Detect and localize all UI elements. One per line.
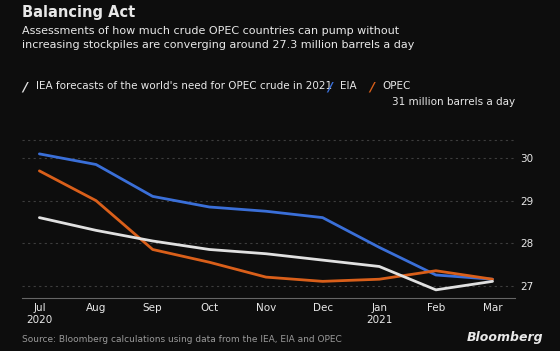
Text: Assessments of how much crude OPEC countries can pump without: Assessments of how much crude OPEC count… xyxy=(22,26,399,36)
Text: Bloomberg: Bloomberg xyxy=(466,331,543,344)
Text: Balancing Act: Balancing Act xyxy=(22,5,136,20)
Text: 31 million barrels a day: 31 million barrels a day xyxy=(392,97,515,106)
Text: /: / xyxy=(328,81,333,94)
Text: /: / xyxy=(22,81,27,94)
Text: Source: Bloomberg calculations using data from the IEA, EIA and OPEC: Source: Bloomberg calculations using dat… xyxy=(22,335,342,344)
Text: /: / xyxy=(370,81,375,94)
Text: OPEC: OPEC xyxy=(382,81,411,91)
Text: increasing stockpiles are converging around 27.3 million barrels a day: increasing stockpiles are converging aro… xyxy=(22,40,415,50)
Text: IEA forecasts of the world's need for OPEC crude in 2021: IEA forecasts of the world's need for OP… xyxy=(36,81,333,91)
Text: EIA: EIA xyxy=(340,81,357,91)
